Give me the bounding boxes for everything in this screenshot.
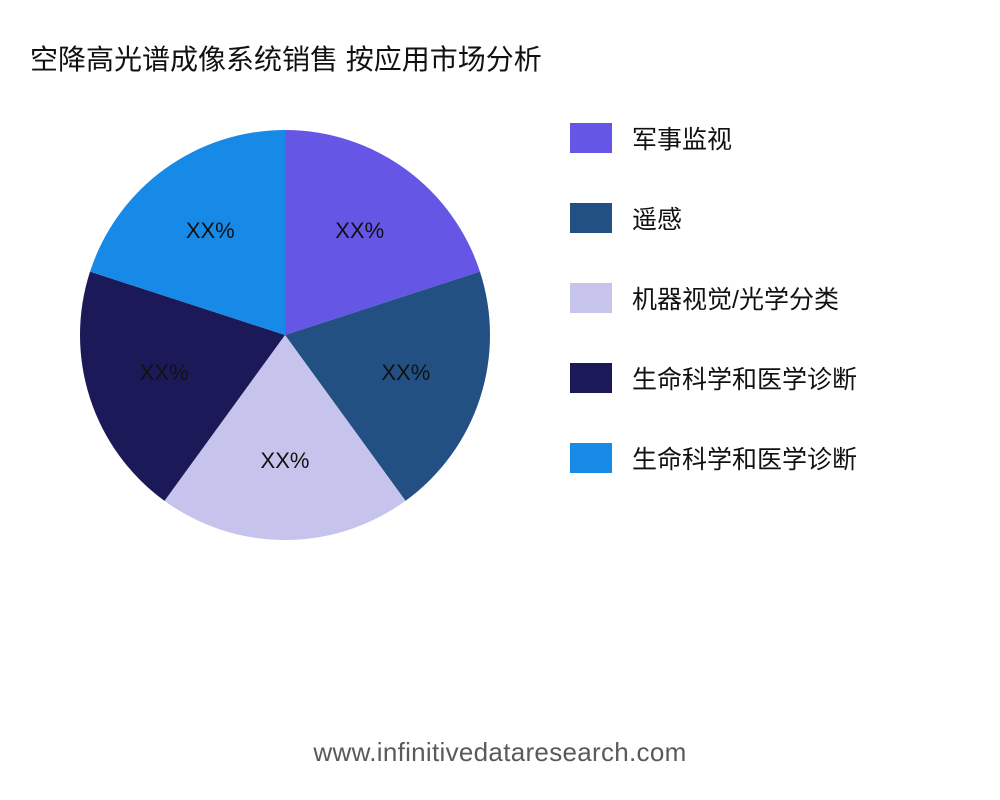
legend-label: 生命科学和医学诊断 (632, 440, 857, 476)
legend-swatch (570, 283, 612, 313)
pie-slice-label: XX% (381, 360, 430, 385)
legend-label: 生命科学和医学诊断 (632, 360, 857, 396)
legend: 军事监视遥感机器视觉/光学分类生命科学和医学诊断生命科学和医学诊断 (570, 120, 857, 476)
legend-item: 遥感 (570, 200, 857, 236)
legend-swatch (570, 363, 612, 393)
legend-label: 机器视觉/光学分类 (632, 280, 839, 316)
footer-text: www.infinitivedataresearch.com (0, 737, 1000, 768)
pie-slice-label: XX% (140, 360, 189, 385)
pie-slice-label: XX% (186, 218, 235, 243)
pie-svg: XX% XX% XX% XX% XX% (60, 110, 510, 560)
legend-swatch (570, 203, 612, 233)
legend-swatch (570, 123, 612, 153)
legend-item: 生命科学和医学诊断 (570, 360, 857, 396)
chart-title: 空降高光谱成像系统销售 按应用市场分析 (30, 38, 542, 78)
legend-item: 军事监视 (570, 120, 857, 156)
pie-slice-label: XX% (261, 448, 310, 473)
legend-label: 军事监视 (632, 120, 732, 156)
legend-item: 生命科学和医学诊断 (570, 440, 857, 476)
pie-chart: XX% XX% XX% XX% XX% (60, 110, 510, 560)
legend-label: 遥感 (632, 200, 682, 236)
pie-slice-label: XX% (335, 218, 384, 243)
legend-swatch (570, 443, 612, 473)
legend-item: 机器视觉/光学分类 (570, 280, 857, 316)
